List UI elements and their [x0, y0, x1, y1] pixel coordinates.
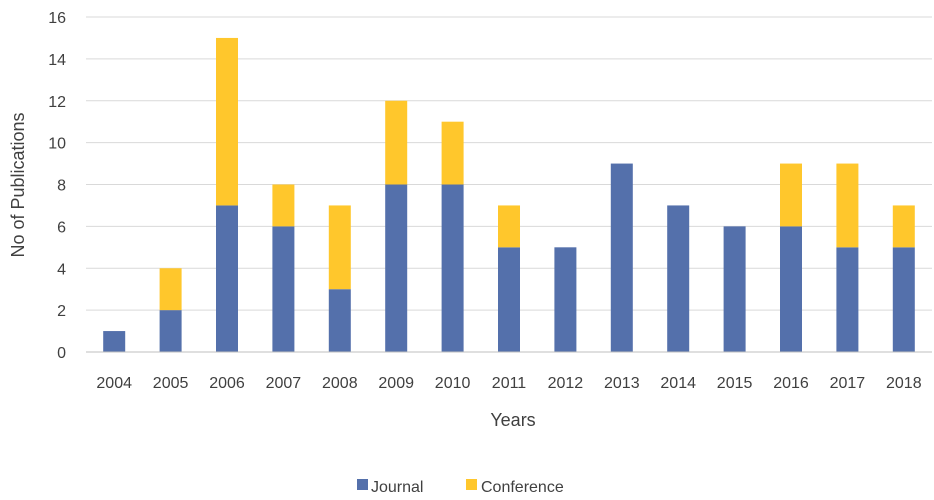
bar-conference-2006 [216, 37, 238, 206]
legend-label-journal: Journal [371, 479, 423, 496]
bar-journal-2012 [554, 247, 577, 352]
y-tick-label: 2 [57, 303, 66, 320]
bar-conference-2008 [328, 205, 351, 290]
legend-label-conference: Conference [481, 479, 564, 496]
x-tick-label: 2005 [153, 375, 189, 392]
bar-journal-2017 [836, 247, 859, 352]
bar-journal-2004 [103, 331, 126, 352]
legend-swatch-conference [466, 479, 477, 490]
x-axis-title: Years [490, 410, 535, 430]
bar-journal-2018 [892, 247, 915, 352]
x-tick-label: 2011 [492, 375, 527, 392]
bar-journal-2013 [610, 163, 633, 352]
bar-journal-2016 [780, 226, 802, 352]
bar-journal-2011 [498, 247, 520, 352]
bar-journal-2014 [667, 205, 690, 352]
bars [103, 37, 915, 352]
bar-conference-2011 [498, 205, 520, 248]
y-tick-label: 12 [48, 94, 66, 111]
bar-journal-2009 [385, 184, 408, 352]
x-tick-label: 2010 [435, 375, 471, 392]
bar-journal-2008 [328, 289, 351, 352]
y-tick-label: 8 [57, 178, 66, 195]
x-tick-label: 2012 [548, 375, 584, 392]
bar-journal-2015 [723, 226, 746, 352]
y-tick-label: 4 [57, 261, 66, 278]
x-tick-label: 2009 [378, 375, 414, 392]
x-tick-label: 2008 [322, 375, 358, 392]
bar-conference-2005 [159, 268, 182, 311]
bar-conference-2018 [892, 205, 915, 248]
x-tick-label: 2014 [660, 375, 696, 392]
x-axis-ticks: 2004 2005 2006 2007 2008 2009 2010 2011 2012 2013… [96, 375, 921, 392]
bar-conference-2009 [385, 100, 408, 185]
bar-journal-2005 [159, 310, 182, 352]
legend-swatch-journal [357, 479, 368, 490]
x-tick-label: 2017 [830, 375, 866, 392]
y-axis-ticks: 0 2 4 6 8 10 12 14 16 [48, 10, 66, 362]
legend: Journal Conference [357, 479, 564, 496]
y-tick-label: 14 [48, 52, 66, 69]
bar-journal-2010 [441, 184, 464, 352]
bar-journal-2006 [216, 205, 238, 352]
y-tick-label: 0 [57, 345, 66, 362]
y-tick-label: 6 [57, 219, 66, 236]
x-tick-label: 2006 [209, 375, 245, 392]
y-tick-label: 16 [48, 10, 66, 27]
bar-conference-2017 [836, 163, 859, 248]
x-tick-label: 2013 [604, 375, 640, 392]
bar-conference-2010 [441, 121, 464, 185]
y-tick-label: 10 [48, 136, 66, 153]
x-tick-label: 2015 [717, 375, 753, 392]
x-tick-label: 2007 [266, 375, 302, 392]
y-axis-title: No of Publications [8, 112, 28, 257]
bar-journal-2007 [272, 226, 295, 352]
x-tick-label: 2016 [773, 375, 809, 392]
bar-conference-2007 [272, 184, 295, 227]
bar-conference-2016 [780, 163, 802, 227]
x-tick-label: 2004 [96, 375, 132, 392]
x-tick-label: 2018 [886, 375, 922, 392]
